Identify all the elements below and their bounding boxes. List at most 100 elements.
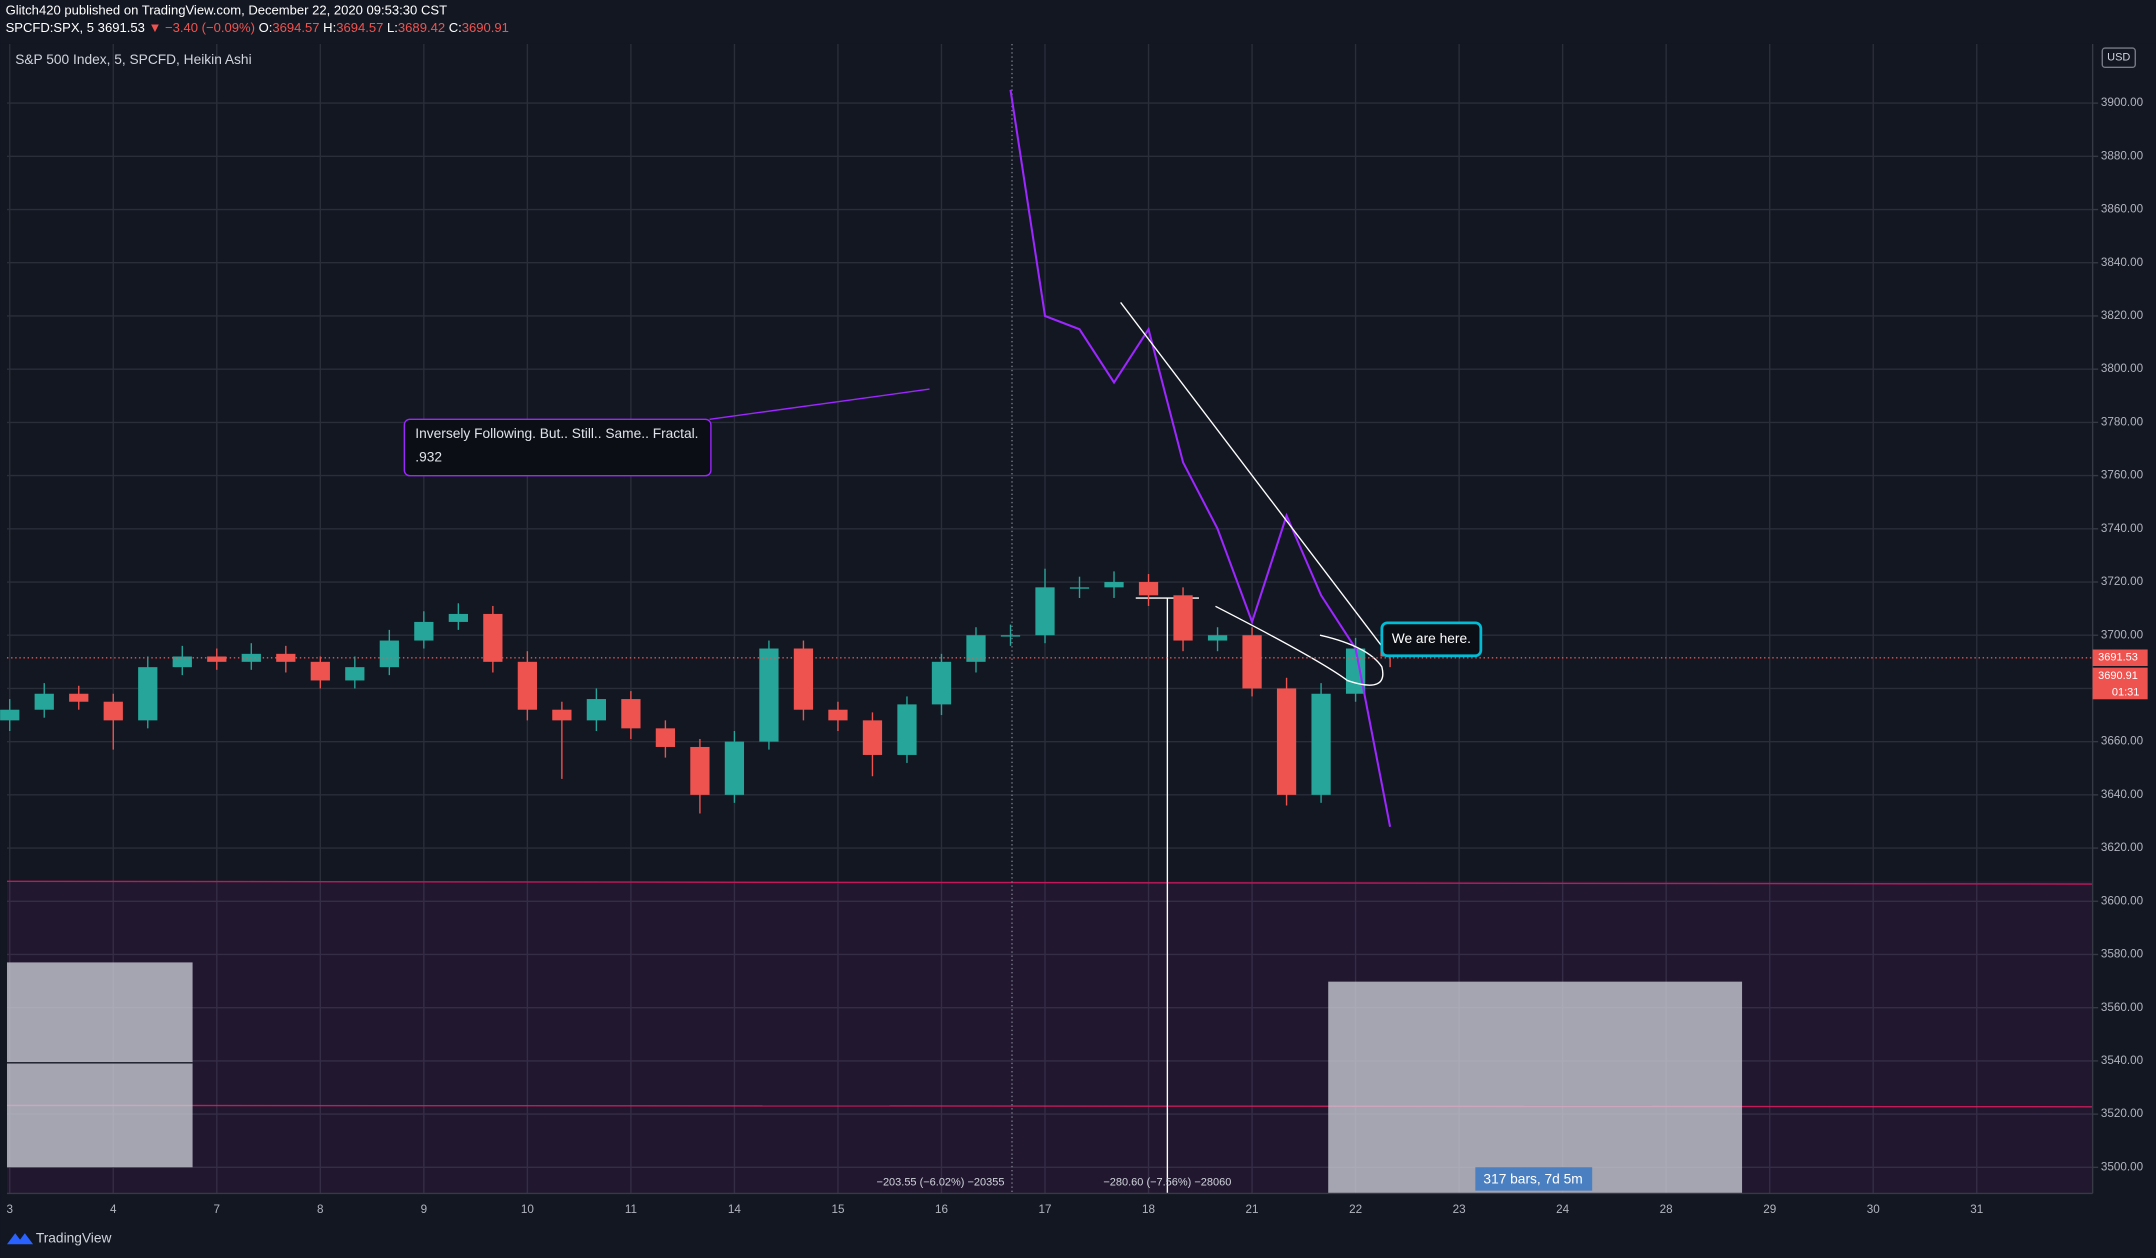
y-tick-label: 3700.00 xyxy=(2101,628,2144,641)
y-tick-label: 3580.00 xyxy=(2101,948,2144,961)
l-label: L: xyxy=(387,20,398,35)
o: 3694.57 xyxy=(272,20,319,35)
candle-body xyxy=(1000,635,1021,637)
candle-body xyxy=(724,741,745,795)
y-tick-label: 3500.00 xyxy=(2101,1160,2144,1173)
candle-body xyxy=(517,661,537,710)
callout-box xyxy=(403,418,712,477)
x-tick-label: 18 xyxy=(1142,1203,1155,1216)
candle-body xyxy=(1173,595,1193,641)
range-label: 317 bars, 7d 5m xyxy=(1483,1171,1582,1186)
y-tick-label: 3720.00 xyxy=(2101,575,2144,588)
x-tick-label: 15 xyxy=(831,1203,844,1216)
y-tick-label: 3540.00 xyxy=(2101,1054,2144,1067)
currency-box xyxy=(2101,47,2136,69)
callout-pointer xyxy=(709,388,930,421)
legend: S&P 500 Index, 5, SPCFD, Heikin Ashi xyxy=(15,52,251,67)
x-tick-label: 17 xyxy=(1039,1203,1052,1216)
y-tick-label: 3600.00 xyxy=(2101,894,2144,907)
x-tick-label: 8 xyxy=(317,1203,323,1216)
y-tick-label: 3620.00 xyxy=(2101,841,2144,854)
x-axis: 3 4 7 8 9 10 11 14 15 16 17 18 21 22 23 24 28 29 30 31 xyxy=(6,1203,1983,1216)
l: 3689.42 xyxy=(398,20,445,35)
x-tick-label: 4 xyxy=(110,1203,117,1216)
candle-body xyxy=(310,661,330,681)
x-tick-label: 16 xyxy=(935,1203,948,1216)
header-quote: SPCFD:SPX, 5 3691.53 ▼ −3.40 (−0.09%) O:… xyxy=(6,20,509,35)
candle-body xyxy=(207,656,227,662)
y-tick-label: 3760.00 xyxy=(2101,469,2144,482)
y-tick-label: 3860.00 xyxy=(2101,203,2144,216)
candle-body xyxy=(69,693,89,702)
candle-body xyxy=(897,704,917,755)
h-label: H: xyxy=(323,20,336,35)
c-label: C: xyxy=(449,20,462,35)
candle-body xyxy=(1276,688,1297,795)
candle-body xyxy=(483,613,503,662)
symbol: SPCFD:SPX, 5 xyxy=(6,20,94,35)
label-box xyxy=(1380,621,1483,658)
candle-body xyxy=(414,621,434,641)
candle-body xyxy=(172,656,192,668)
x-tick-label: 9 xyxy=(421,1203,428,1216)
price: 3691.53 xyxy=(98,20,145,35)
brand: TradingView xyxy=(36,1230,112,1245)
callout-text: .932 xyxy=(415,449,442,464)
y-tick-label: 3560.00 xyxy=(2101,1001,2144,1014)
x-tick-label: 28 xyxy=(1660,1203,1673,1216)
header: Glitch420 published on TradingView.com, … xyxy=(6,2,447,17)
x-tick-label: 30 xyxy=(1867,1203,1880,1216)
c: 3690.91 xyxy=(462,20,509,35)
price-tag xyxy=(2092,667,2148,700)
candle-body xyxy=(828,709,848,721)
countdown: 01:31 xyxy=(2112,686,2139,698)
box xyxy=(1328,981,1743,1194)
y-tick-label: 3660.00 xyxy=(2101,735,2144,748)
header-bg xyxy=(0,0,2156,44)
x-tick-label: 3 xyxy=(6,1203,12,1216)
zone-line xyxy=(6,880,2093,885)
price-tag xyxy=(2092,649,2148,667)
candle-body xyxy=(966,635,986,662)
y-tick-label: 3780.00 xyxy=(2101,415,2144,428)
h: 3694.57 xyxy=(336,20,383,35)
change: ▼ −3.40 (−0.09%) xyxy=(148,20,254,35)
candle-body xyxy=(379,640,399,668)
plot xyxy=(0,89,1400,827)
y-tick-label: 3900.00 xyxy=(2101,96,2144,109)
candle-body xyxy=(34,693,54,710)
candle-body xyxy=(1138,582,1159,596)
trendline xyxy=(1120,302,1383,647)
candle-body xyxy=(759,648,779,742)
candle-body xyxy=(103,701,123,721)
y-tick-label: 3880.00 xyxy=(2101,149,2144,162)
zone-line xyxy=(6,1104,2093,1108)
y-tick-label: 3740.00 xyxy=(2101,522,2144,535)
candle-body xyxy=(138,667,158,721)
candle-body xyxy=(621,699,641,729)
x-tick-label: 11 xyxy=(625,1203,637,1216)
x-tick-label: 23 xyxy=(1453,1203,1466,1216)
x-tick-label: 22 xyxy=(1349,1203,1362,1216)
x-tick-label: 24 xyxy=(1556,1203,1569,1216)
y-tick-label: 3840.00 xyxy=(2101,256,2144,269)
y-tick-label: 3820.00 xyxy=(2101,309,2144,322)
candle-body xyxy=(552,709,572,721)
currency: USD xyxy=(2107,52,2130,64)
y-tick-label: 3800.00 xyxy=(2101,362,2144,375)
candle-body xyxy=(1104,582,1124,588)
logo xyxy=(6,1233,34,1245)
candle-body xyxy=(586,699,607,721)
y-tick-label: 3640.00 xyxy=(2101,788,2144,801)
candle-body xyxy=(1207,635,1228,641)
candle-body xyxy=(1242,635,1262,689)
box xyxy=(6,962,193,1168)
candle-body xyxy=(1035,587,1055,636)
x-tick-label: 31 xyxy=(1970,1203,1983,1216)
candle-body xyxy=(345,667,365,681)
price-tag-label: 3690.91 xyxy=(2098,670,2138,682)
price-tag-label: 3691.53 xyxy=(2098,652,2138,664)
o-label: O: xyxy=(259,20,273,35)
